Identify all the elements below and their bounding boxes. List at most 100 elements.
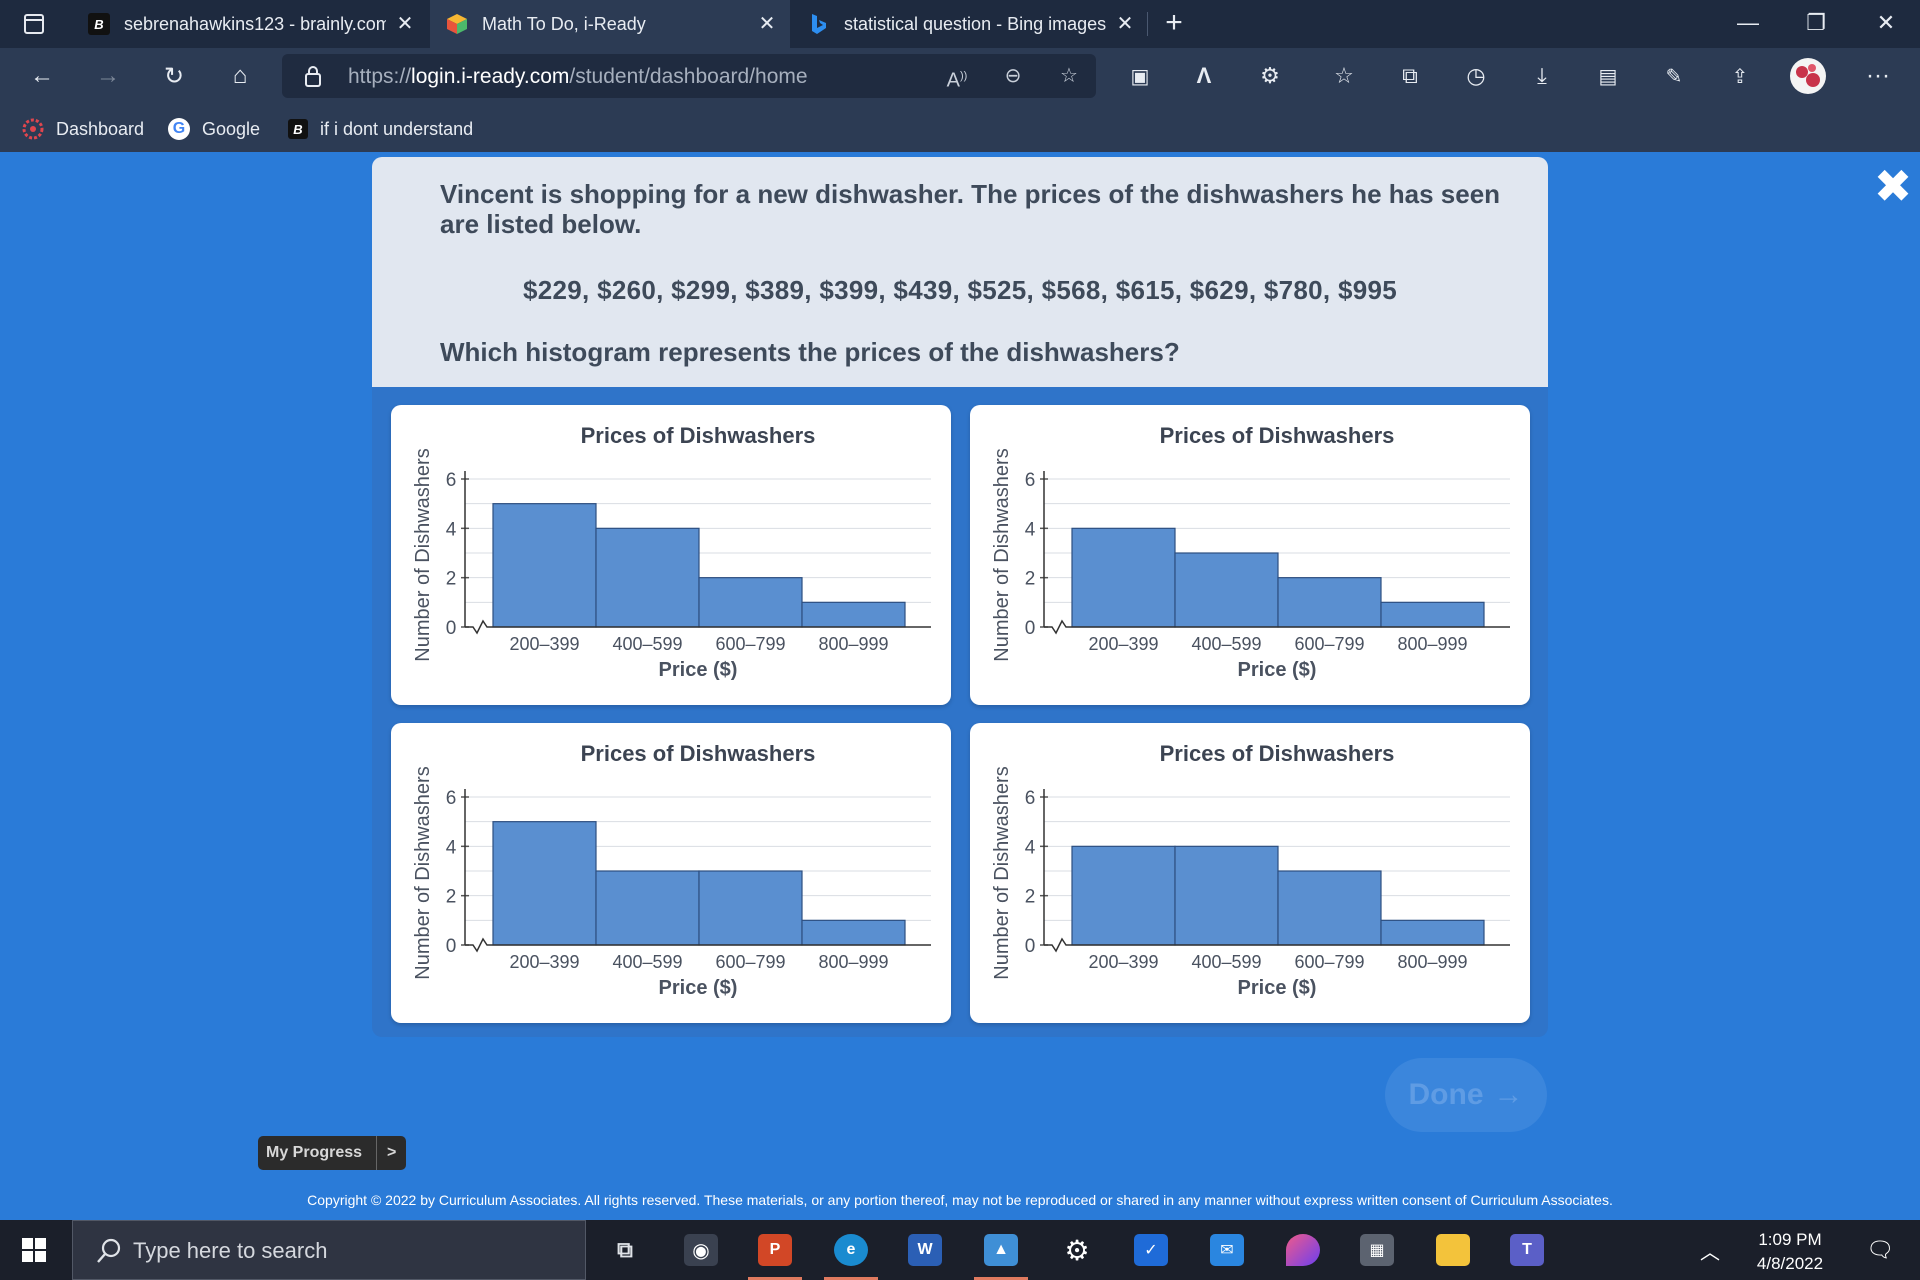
- home-icon[interactable]: ⌂: [232, 62, 248, 89]
- bookmark-dashboard[interactable]: Dashboard: [22, 116, 144, 142]
- browser-tab-bar: B sebrenahawkins123 - brainly.com ✕ Math…: [0, 0, 1920, 48]
- add-favorite-icon[interactable]: ☆: [1060, 65, 1078, 87]
- calculator-icon[interactable]: ▦: [1342, 1220, 1412, 1280]
- y-tick-label: 6: [1025, 788, 1036, 809]
- answer-choice-4[interactable]: Prices of Dishwashers 0 2 4 6 200–399 400–599 6…: [970, 723, 1530, 1023]
- address-bar[interactable]: https://login.i-ready.com/student/dashbo…: [282, 54, 1096, 98]
- x-tick-label: 800–999: [1397, 634, 1467, 654]
- paint-3d-icon[interactable]: [1268, 1220, 1338, 1280]
- notification-icon[interactable]: 🗨: [1866, 1237, 1894, 1262]
- url-text[interactable]: https://login.i-ready.com/student/dashbo…: [348, 65, 808, 88]
- history-icon[interactable]: ◷: [1466, 63, 1486, 88]
- extension-shield-icon[interactable]: ▣: [1130, 65, 1150, 88]
- settings-icon[interactable]: ⚙: [1064, 1234, 1090, 1266]
- powerpoint-icon[interactable]: P: [740, 1220, 810, 1280]
- collections-icon[interactable]: ⧉: [1402, 63, 1418, 88]
- favorites-icon[interactable]: ☆: [1334, 63, 1354, 88]
- histogram-bar: [492, 821, 597, 946]
- tab-title: statistical question - Bing images: [844, 13, 1106, 34]
- photos-icon[interactable]: ▲: [966, 1220, 1036, 1280]
- edge-icon[interactable]: e: [816, 1220, 886, 1280]
- tab-close-icon[interactable]: ✕: [758, 13, 776, 35]
- histogram-chart-1: Prices of Dishwashers 0 2 4 6 200–399 400–599 6…: [412, 423, 931, 681]
- histogram-bar: [1380, 919, 1485, 946]
- whiteboard-icon[interactable]: ✓: [1116, 1220, 1186, 1280]
- camera-app-icon[interactable]: ◉: [666, 1220, 736, 1280]
- profile-avatar[interactable]: [1788, 58, 1828, 94]
- back-icon[interactable]: ←: [30, 62, 54, 89]
- iready-page: ✖ Vincent is shopping for a new dishwash…: [0, 152, 1920, 1220]
- histogram-bar: [1174, 845, 1279, 946]
- my-progress-button[interactable]: My Progress >: [258, 1136, 407, 1170]
- y-tick-label: 0: [1025, 936, 1036, 957]
- price-list: $229, $260, $299, $389, $399, $439, $525…: [523, 275, 1397, 305]
- taskbar-clock[interactable]: 1:09 PM 4/8/2022: [1756, 1230, 1824, 1273]
- answer-choice-2[interactable]: Prices of Dishwashers 0 2 4 6 200–399 400–599 6…: [970, 405, 1530, 705]
- search-icon: [97, 1238, 121, 1263]
- extensions-icon[interactable]: ⚙: [1260, 63, 1280, 88]
- histogram-chart-3: Prices of Dishwashers 0 2 4 6 200–399 400–599 6…: [412, 741, 931, 999]
- tab-brainly[interactable]: B sebrenahawkins123 - brainly.com ✕: [72, 0, 428, 48]
- x-tick-label: 800–999: [818, 952, 888, 972]
- word-icon[interactable]: W: [890, 1220, 960, 1280]
- histogram-bar: [1071, 845, 1176, 946]
- taskbar-search-box[interactable]: Type here to search: [72, 1220, 586, 1280]
- minimize-button[interactable]: —: [1737, 10, 1759, 35]
- histogram-bar: [698, 577, 803, 628]
- histogram-bar: [595, 870, 700, 946]
- bing-icon: [808, 13, 830, 35]
- math-solver-icon[interactable]: ▤: [1598, 65, 1618, 88]
- brainly-icon: B: [288, 119, 308, 139]
- tab-iready[interactable]: Math To Do, i-Ready ✕: [430, 0, 790, 48]
- windows-start-icon[interactable]: [14, 1232, 54, 1268]
- task-view-icon[interactable]: ⧉: [617, 1237, 633, 1262]
- file-explorer-icon[interactable]: [1418, 1220, 1488, 1280]
- chart-title: Prices of Dishwashers: [581, 423, 816, 448]
- histogram-bar: [1380, 601, 1485, 628]
- new-tab-button[interactable]: +: [1165, 6, 1183, 39]
- y-tick-label: 0: [1025, 618, 1036, 639]
- close-lesson-icon[interactable]: ✖: [1873, 160, 1913, 212]
- chevron-up-icon[interactable]: ︿: [1700, 1241, 1720, 1264]
- x-tick-label: 400–599: [612, 952, 682, 972]
- x-tick-label: 200–399: [1088, 634, 1158, 654]
- question-text: Vincent is shopping for a new dishwasher…: [440, 179, 1501, 239]
- x-tick-label: 600–799: [1294, 952, 1364, 972]
- x-tick-label: 400–599: [1191, 634, 1261, 654]
- tab-bing[interactable]: statistical question - Bing images ✕: [792, 0, 1148, 48]
- histogram-bar: [492, 503, 597, 628]
- teams-icon[interactable]: T: [1492, 1220, 1562, 1280]
- bookmark-if-i-dont-understand[interactable]: B if i dont understand: [288, 116, 473, 142]
- tab-close-icon[interactable]: ✕: [396, 13, 414, 35]
- close-window-button[interactable]: ✕: [1876, 10, 1896, 35]
- restore-button[interactable]: ❐: [1806, 10, 1826, 35]
- browser-toolbar: ← → ↻ ⌂ https://login.i-ready.com/studen…: [0, 48, 1920, 104]
- extension-a-icon[interactable]: Λ: [1196, 63, 1212, 88]
- histogram-chart-2: Prices of Dishwashers 0 2 4 6 200–399 400–599 6…: [991, 423, 1510, 681]
- google-icon: G: [168, 118, 190, 140]
- mail-icon[interactable]: ✉: [1192, 1220, 1262, 1280]
- refresh-icon[interactable]: ↻: [163, 62, 185, 90]
- downloads-icon[interactable]: ⤓: [1537, 63, 1547, 88]
- histogram-chart-4: Prices of Dishwashers 0 2 4 6 200–399 400–599 6…: [991, 741, 1510, 999]
- answer-choice-1[interactable]: Prices of Dishwashers 0 2 4 6 200–399 400–599 6…: [391, 405, 951, 705]
- read-aloud-icon[interactable]: A)): [946, 69, 968, 92]
- web-capture-icon[interactable]: ✎: [1665, 65, 1683, 88]
- share-icon[interactable]: ⇪: [1731, 65, 1749, 88]
- more-menu-icon[interactable]: ···: [1866, 62, 1890, 89]
- zoom-icon[interactable]: ⊖: [1004, 65, 1022, 87]
- tab-close-icon[interactable]: ✕: [1116, 13, 1134, 35]
- y-axis-label: Number of Dishwashers: [991, 448, 1013, 661]
- bookmark-google[interactable]: G Google: [168, 116, 260, 142]
- x-tick-label: 400–599: [612, 634, 682, 654]
- tab-actions-icon[interactable]: [14, 8, 54, 40]
- brainly-icon: B: [88, 13, 110, 35]
- lock-icon[interactable]: [304, 65, 322, 87]
- done-button[interactable]: Done →: [1385, 1058, 1547, 1132]
- answer-choice-3[interactable]: Prices of Dishwashers 0 2 4 6 200–399 400–599 6…: [391, 723, 951, 1023]
- histogram-bar: [801, 601, 906, 628]
- x-axis-label: Price ($): [659, 977, 738, 999]
- x-axis-label: Price ($): [1238, 977, 1317, 999]
- y-tick-label: 0: [446, 936, 457, 957]
- forward-icon[interactable]: →: [96, 62, 120, 89]
